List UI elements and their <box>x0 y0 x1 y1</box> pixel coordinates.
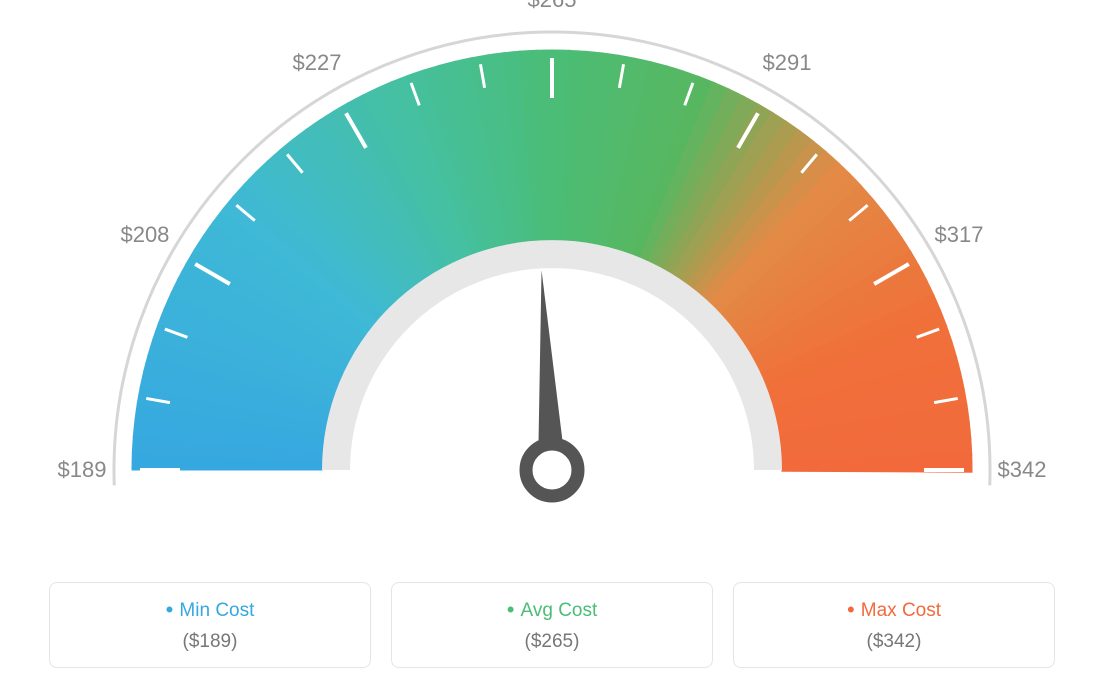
legend-max-label: Max Cost <box>734 597 1054 623</box>
cost-gauge-chart: $189 $208 $227 $265 $291 $317 $342 Min Cost ($… <box>0 0 1104 690</box>
gauge-tick-label: $342 <box>998 457 1047 483</box>
legend-avg: Avg Cost ($265) <box>391 582 713 668</box>
legend-max-value: ($342) <box>734 631 1054 653</box>
legend-min-value: ($189) <box>50 631 370 653</box>
gauge-tick-label: $265 <box>528 0 577 13</box>
gauge-tick-label: $208 <box>120 222 169 248</box>
legend-avg-value: ($265) <box>392 631 712 653</box>
legend-max: Max Cost ($342) <box>733 582 1055 668</box>
legend-min-label: Min Cost <box>50 597 370 623</box>
legend-min: Min Cost ($189) <box>49 582 371 668</box>
gauge-tick-label: $227 <box>293 50 342 76</box>
legend-avg-label: Avg Cost <box>392 597 712 623</box>
gauge-svg <box>0 0 1104 560</box>
gauge-tick-label: $317 <box>935 222 984 248</box>
legend: Min Cost ($189) Avg Cost ($265) Max Cost… <box>0 582 1104 668</box>
gauge-tick-label: $189 <box>58 457 107 483</box>
gauge-tick-label: $291 <box>763 50 812 76</box>
